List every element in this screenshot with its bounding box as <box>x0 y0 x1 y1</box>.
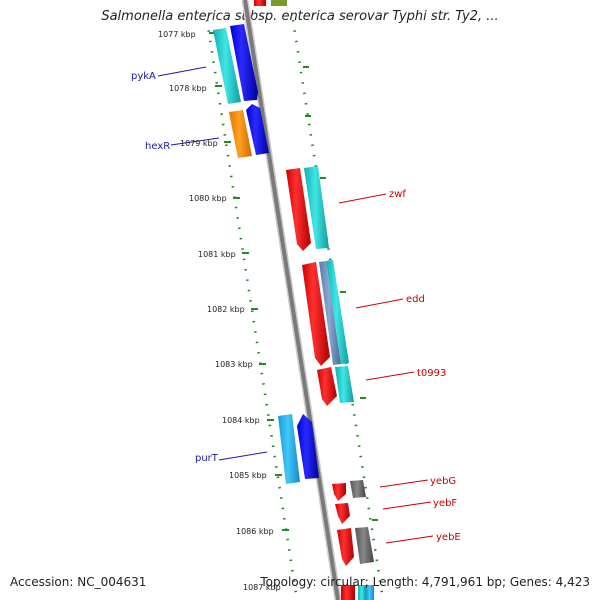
kbp-label: 1079 kbp <box>180 139 218 148</box>
kbp-label: 1084 kbp <box>222 416 260 425</box>
gene-label-edd[interactable]: edd <box>406 294 425 305</box>
gene-label-pykA[interactable]: pykA <box>131 71 156 82</box>
kbp-label: 1086 kbp <box>236 527 274 536</box>
gene-label-leaders <box>157 66 434 544</box>
gene-t0993-glyph[interactable] <box>317 366 354 406</box>
kbp-axis-labels: 1077 kbp 1078 kbp 1079 kbp 1080 kbp 1081… <box>158 30 281 592</box>
gene-yebG-glyph[interactable] <box>332 480 366 501</box>
gene-zwf-glyph[interactable] <box>286 166 329 251</box>
kbp-label: 1077 kbp <box>158 30 196 39</box>
gene-label-yebG[interactable]: yebG <box>430 476 456 487</box>
kbp-label: 1082 kbp <box>207 305 245 314</box>
backbone-track <box>241 0 342 600</box>
gene-edd-glyph[interactable] <box>302 260 349 366</box>
map-title: Salmonella enterica subsp. enterica sero… <box>101 9 499 24</box>
topology-summary: Topology: circular; Length: 4,791,961 bp… <box>260 575 590 589</box>
gene-label-hexR[interactable]: hexR <box>145 141 170 152</box>
kbp-label: 1080 kbp <box>189 194 227 203</box>
kbp-label: 1081 kbp <box>198 250 236 259</box>
gene-yebF-glyph[interactable] <box>335 503 350 524</box>
gene-hexR-glyph[interactable] <box>229 104 269 158</box>
gene-pykA-glyph[interactable] <box>213 24 258 104</box>
kbp-label: 1083 kbp <box>215 360 253 369</box>
accession-label: Accession: NC_004631 <box>10 575 147 589</box>
major-ticks <box>209 32 378 531</box>
gene-label-purT[interactable]: purT <box>195 453 219 464</box>
kbp-label: 1078 kbp <box>169 84 207 93</box>
gene-label-t0993[interactable]: t0993 <box>417 368 446 379</box>
bottom-features <box>341 585 374 600</box>
gene-labels: pykA hexR zwf edd t0993 purT yebG yebF y… <box>131 71 461 543</box>
gene-label-yebE[interactable]: yebE <box>436 532 461 543</box>
gene-label-zwf[interactable]: zwf <box>389 189 406 200</box>
kbp-label: 1085 kbp <box>229 471 267 480</box>
top-features <box>254 0 287 6</box>
gene-label-yebF[interactable]: yebF <box>433 498 457 509</box>
kbp-label: 1087 kbp <box>243 583 281 592</box>
gene-purT-glyph[interactable] <box>278 414 319 484</box>
gene-yebE-glyph[interactable] <box>337 527 374 566</box>
